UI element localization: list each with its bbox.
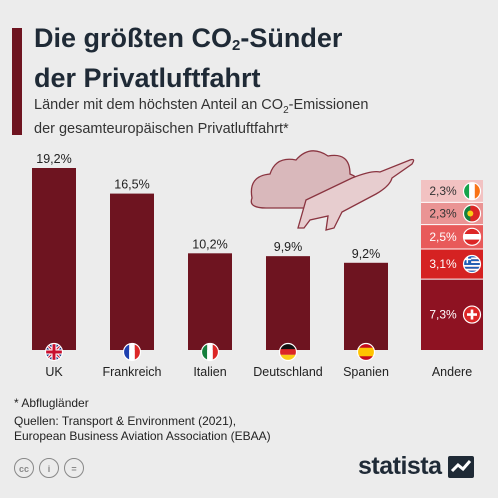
france-flag-icon: [122, 342, 142, 362]
stack-value-label-1: 2,3%: [429, 184, 457, 198]
germany-flag-icon: [278, 342, 298, 362]
value-label-uk: 19,2%: [36, 152, 71, 166]
subtitle-part-2: -Emissionen: [288, 97, 369, 113]
chart-subtitle: Länder mit dem höchsten Anteil an CO2-Em…: [34, 96, 368, 139]
value-label-frankreich: 16,5%: [114, 178, 149, 192]
category-label-italien: Italien: [193, 365, 226, 379]
subtitle-subscript: 2: [283, 104, 289, 116]
category-label-spanien: Spanien: [343, 365, 389, 379]
cc-icon[interactable]: cc: [14, 458, 34, 478]
stack-value-label-5: 7,3%: [429, 308, 457, 322]
switzerland-flag-icon: [462, 305, 482, 324]
stack-value-label-2: 2,3%: [429, 207, 457, 221]
greece-flag-icon: [462, 254, 482, 274]
italy-flag-icon: [200, 342, 220, 362]
stack-value-label-4: 3,1%: [429, 257, 457, 271]
subtitle-line-2: der gesamteuropäischen Privatluftfahrt*: [34, 120, 289, 137]
value-label-spanien: 9,2%: [352, 247, 381, 261]
ireland-flag-icon: [462, 182, 482, 201]
no-derivatives-icon[interactable]: =: [64, 458, 84, 478]
cloud-airplane-icon: [250, 150, 415, 231]
footnote: * Abflugländer: [14, 396, 89, 410]
title-line-2: der Privatluftfahrt: [34, 63, 261, 93]
title-subscript: 2: [232, 37, 241, 54]
austria-flag-icon: [462, 227, 482, 246]
chart-title: Die größten CO2-Sünder der Privatluftfah…: [34, 22, 342, 95]
sources: Quellen: Transport & Environment (2021),…: [14, 414, 271, 444]
uk-flag-icon: [44, 342, 64, 362]
bar-spanien: [344, 262, 388, 350]
title-accent-bar: [12, 28, 22, 135]
value-label-italien: 10,2%: [192, 237, 227, 251]
portugal-flag-icon: [462, 204, 482, 223]
category-label-frankreich: Frankreich: [102, 365, 161, 379]
bar-frankreich: [110, 193, 154, 350]
bar-italien: [188, 253, 232, 350]
sources-line-2: European Business Aviation Association (…: [14, 429, 271, 443]
spain-flag-icon: [356, 342, 376, 362]
sources-line-1: Quellen: Transport & Environment (2021),: [14, 414, 237, 428]
category-label-uk: UK: [45, 365, 63, 379]
statista-logo[interactable]: statista: [358, 452, 474, 481]
bar-deutschland: [266, 256, 310, 350]
bar-uk: [32, 168, 76, 350]
bars-group: 19,2% UK 16,5% Frankreich 10,2% Italien 9,9% De…: [32, 152, 389, 379]
stacked-other-group: 2,3% 2,3% 2,5% 3,1% 7,3% Andere: [421, 180, 483, 379]
title-part-1: Die größten CO: [34, 23, 233, 53]
statista-logo-text: statista: [358, 452, 442, 480]
license-icons: cc i =: [14, 458, 84, 478]
category-label-andere: Andere: [432, 365, 472, 379]
statista-logo-mark-icon: [447, 455, 474, 478]
category-label-deutschland: Deutschland: [253, 365, 323, 379]
subtitle-part-1: Länder mit dem höchsten Anteil an CO: [34, 97, 284, 113]
title-part-2: -Sünder: [240, 23, 343, 53]
value-label-deutschland: 9,9%: [274, 240, 303, 254]
stack-value-label-3: 2,5%: [429, 230, 457, 244]
attribution-icon[interactable]: i: [39, 458, 59, 478]
